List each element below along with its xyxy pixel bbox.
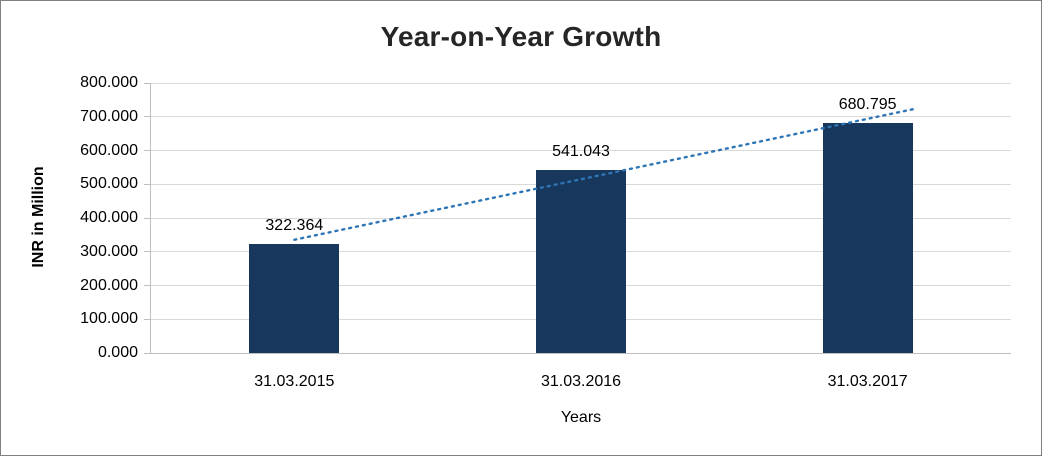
x-tick-label: 31.03.2017 (827, 373, 908, 390)
x-tick-label: 31.03.2015 (254, 373, 335, 390)
y-axis-tick (144, 150, 151, 151)
x-axis-line (151, 352, 1011, 354)
x-axis-title: Years (560, 409, 602, 426)
y-tick-label: 0.000 (97, 344, 138, 361)
y-tick-label: 200.000 (80, 276, 138, 294)
y-tick-label: 400.000 (80, 209, 138, 226)
bar-value-label: 541.043 (552, 143, 610, 161)
y-tick-label: 300.000 (80, 242, 138, 260)
plot-area: 0.000 100.000 200.000 300.000 400.000 500.000… (80, 74, 1011, 390)
bar-value-label: 680.795 (838, 96, 897, 114)
bar-value-label: 322.364 (265, 217, 324, 235)
y-axis-line (150, 83, 151, 353)
y-axis-tick (144, 116, 151, 118)
bar (822, 123, 913, 353)
gridline (151, 82, 1011, 84)
y-axis-tick (144, 82, 151, 84)
y-axis-tick (144, 318, 151, 320)
bar (536, 170, 626, 353)
y-axis-title: INR in Million (30, 166, 47, 268)
y-axis-tick (144, 285, 151, 286)
y-axis-tick (144, 183, 151, 185)
y-axis-tick (144, 251, 151, 253)
y-tick-label: 700.000 (80, 107, 138, 125)
y-tick-label: 600.000 (80, 141, 138, 159)
y-tick-label: 100.000 (80, 310, 138, 328)
y-tick-label: 800.000 (80, 74, 138, 91)
gridline (151, 116, 1011, 118)
x-tick-label: 31.03.2016 (540, 373, 622, 390)
y-tick-label: 500.000 (80, 175, 138, 193)
chart-title: Year-on-Year Growth (380, 21, 662, 52)
y-axis-tick (144, 217, 151, 219)
y-axis-tick (144, 352, 151, 354)
bar (249, 244, 340, 353)
